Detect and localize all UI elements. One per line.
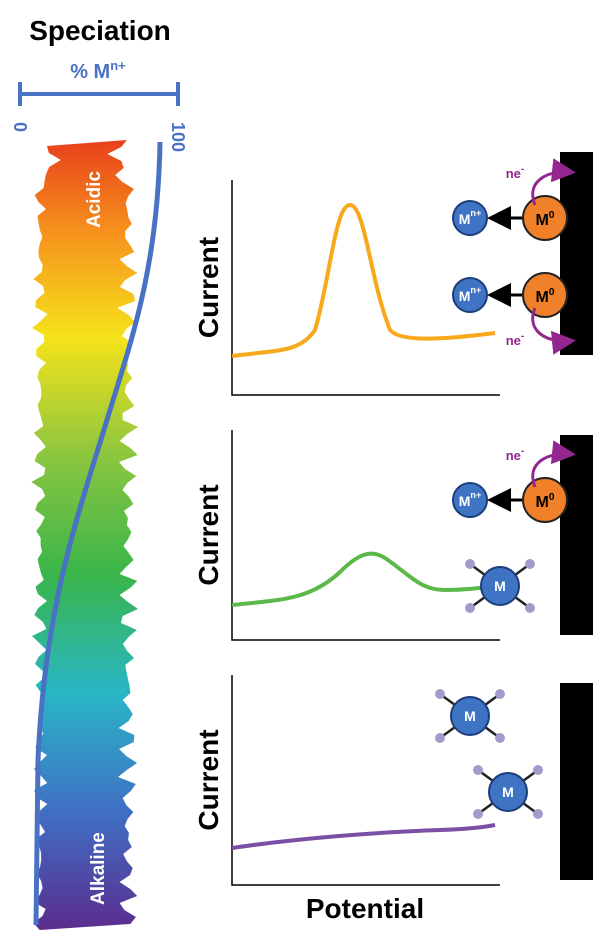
species-label: M0 — [535, 287, 554, 306]
title: Speciation — [29, 15, 171, 46]
metal-atom — [522, 477, 568, 523]
species-label: Mn+ — [459, 285, 482, 303]
electron-label: ne- — [506, 164, 525, 181]
superscript: n+ — [470, 208, 481, 218]
ion — [452, 277, 488, 313]
axes — [231, 180, 500, 396]
ligand — [473, 809, 483, 819]
ion — [452, 482, 488, 518]
ligand — [533, 765, 543, 775]
ligand — [435, 689, 445, 699]
axes — [231, 675, 500, 886]
y-label: Current — [193, 484, 224, 585]
superscript: 0 — [549, 287, 555, 298]
symbol: M — [535, 289, 548, 306]
ligand — [533, 809, 543, 819]
current-trace — [231, 202, 496, 358]
ligand — [473, 765, 483, 775]
ligand — [465, 559, 475, 569]
species-label: M0 — [535, 492, 554, 511]
complex — [450, 696, 490, 736]
scale-label: % Mn+ — [70, 58, 126, 83]
superscript: 0 — [549, 210, 555, 221]
scale-label-sup: n+ — [110, 58, 126, 73]
species-label: Mn+ — [459, 490, 482, 508]
metal-atom — [522, 272, 568, 318]
superscript: - — [521, 164, 524, 175]
electron-arrow — [531, 158, 576, 206]
scale-bar — [18, 82, 180, 106]
symbol: ne — [506, 166, 521, 181]
electrode — [560, 683, 593, 880]
symbol: M — [464, 708, 476, 724]
ligand — [525, 559, 535, 569]
scale-label-main: % M — [70, 61, 110, 83]
electron-label: ne- — [506, 446, 525, 463]
symbol: M — [459, 211, 471, 227]
symbol: M — [494, 578, 506, 594]
scale-max: 100 — [168, 122, 188, 152]
panels: CurrentCurrentCurrentM0Mn+ne-M0Mn+ne-M0M… — [193, 152, 593, 886]
electron-arrow — [531, 307, 576, 355]
y-label: Current — [193, 729, 224, 830]
electrode — [560, 435, 593, 635]
ligand — [525, 603, 535, 613]
species-label: Mn+ — [459, 208, 482, 226]
electron-label: ne- — [506, 331, 525, 348]
superscript: 0 — [549, 492, 555, 503]
ligand — [435, 733, 445, 743]
symbol: M — [535, 494, 548, 511]
complex — [480, 566, 520, 606]
superscript: - — [521, 446, 524, 457]
axes — [231, 430, 500, 641]
symbol: M — [459, 288, 471, 304]
electrode — [560, 152, 593, 355]
electron-arrow — [531, 440, 576, 488]
species-label: M0 — [535, 210, 554, 229]
ligand — [495, 689, 505, 699]
symbol: ne — [506, 448, 521, 463]
current-trace — [231, 823, 496, 850]
symbol: ne — [506, 333, 521, 348]
species-label: M — [464, 708, 476, 724]
current-trace — [231, 551, 496, 607]
complex — [488, 772, 528, 812]
ion — [452, 200, 488, 236]
symbol: M — [459, 493, 471, 509]
ph-band — [31, 140, 139, 930]
alkaline-label: Alkaline — [88, 832, 109, 905]
symbol: M — [535, 212, 548, 229]
x-label: Potential — [306, 893, 424, 924]
ligand — [495, 733, 505, 743]
metal-atom — [522, 195, 568, 241]
scale-min: 0 — [10, 122, 30, 132]
species-label: M — [494, 578, 506, 594]
y-label: Current — [193, 237, 224, 338]
species-label: M — [502, 784, 514, 800]
speciation-curve — [33, 141, 163, 926]
ligand — [465, 603, 475, 613]
superscript: - — [521, 331, 524, 342]
superscript: n+ — [470, 490, 481, 500]
superscript: n+ — [470, 285, 481, 295]
acidic-label: Acidic — [84, 171, 105, 228]
symbol: M — [502, 784, 514, 800]
